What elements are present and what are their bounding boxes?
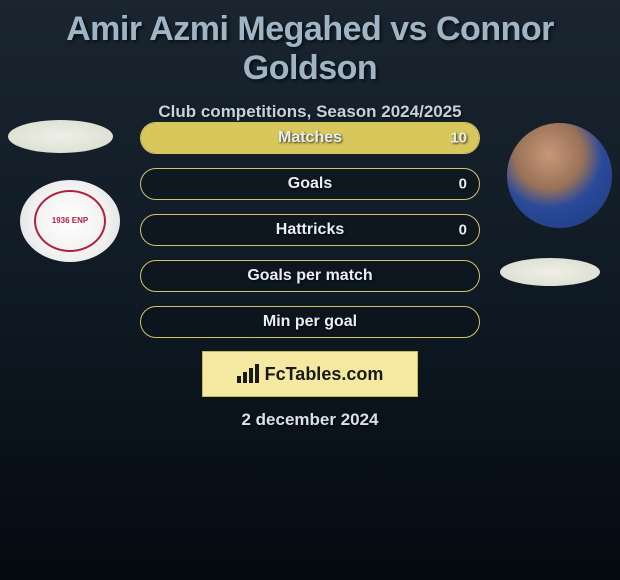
stat-label: Min per goal [263, 313, 357, 331]
stat-label: Hattricks [276, 221, 344, 239]
stat-label: Goals per match [247, 267, 372, 285]
stat-right-value: 0 [459, 222, 467, 239]
stat-row-goals-per-match: Goals per match [140, 260, 480, 292]
stat-row-min-per-goal: Min per goal [140, 306, 480, 338]
avatar-right-player [507, 123, 612, 228]
stat-row-matches: Matches 10 [140, 122, 480, 154]
brand-attribution[interactable]: FcTables.com [202, 351, 418, 397]
date-label: 2 december 2024 [0, 410, 620, 430]
brand-text: FcTables.com [265, 364, 384, 385]
club-badge-left-text: 1936 ENP [52, 216, 88, 226]
club-badge-left: 1936 ENP [20, 180, 120, 262]
page-title: Amir Azmi Megahed vs Connor Goldson [0, 0, 620, 88]
stat-label: Goals [288, 175, 332, 193]
stat-right-value: 0 [459, 176, 467, 193]
club-badge-right [500, 258, 600, 286]
stats-container: Matches 10 Goals 0 Hattricks 0 Goals per… [140, 122, 480, 352]
subtitle: Club competitions, Season 2024/2025 [0, 102, 620, 122]
stat-right-value: 10 [450, 130, 467, 147]
stat-label: Matches [278, 129, 342, 147]
stat-row-goals: Goals 0 [140, 168, 480, 200]
bars-chart-icon [237, 365, 259, 383]
stat-row-hattricks: Hattricks 0 [140, 214, 480, 246]
avatar-left-player [8, 120, 113, 153]
